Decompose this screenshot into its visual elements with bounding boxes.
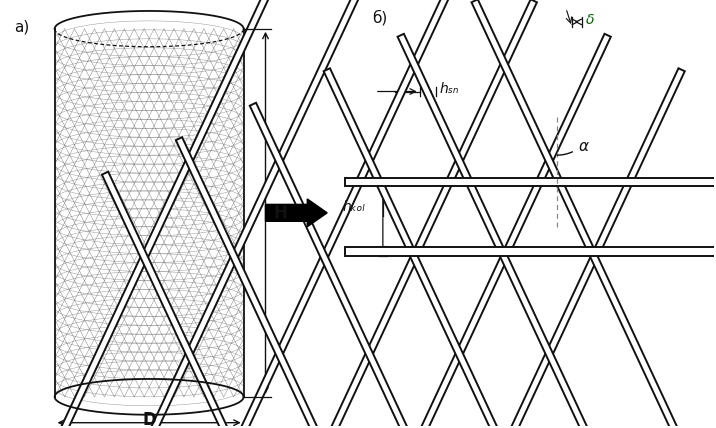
Polygon shape [0,0,315,428]
Text: α: α [579,139,589,154]
Polygon shape [345,247,716,256]
Text: hₛₙ: hₛₙ [440,81,459,95]
Text: б): б) [372,10,387,26]
Polygon shape [194,0,537,428]
Polygon shape [47,0,389,428]
Polygon shape [268,34,611,428]
Text: hₖₒₗ: hₖₒₗ [342,200,365,214]
Text: H: H [274,204,287,222]
Polygon shape [342,68,684,428]
Polygon shape [397,34,716,428]
FancyArrow shape [266,199,327,227]
Polygon shape [176,137,518,428]
Polygon shape [471,0,716,428]
Polygon shape [120,0,463,428]
Polygon shape [345,178,716,187]
Polygon shape [324,68,666,428]
Text: D: D [142,411,156,428]
Text: δ: δ [586,13,594,27]
Polygon shape [102,172,445,428]
Polygon shape [250,103,592,428]
Text: a): a) [14,20,29,35]
